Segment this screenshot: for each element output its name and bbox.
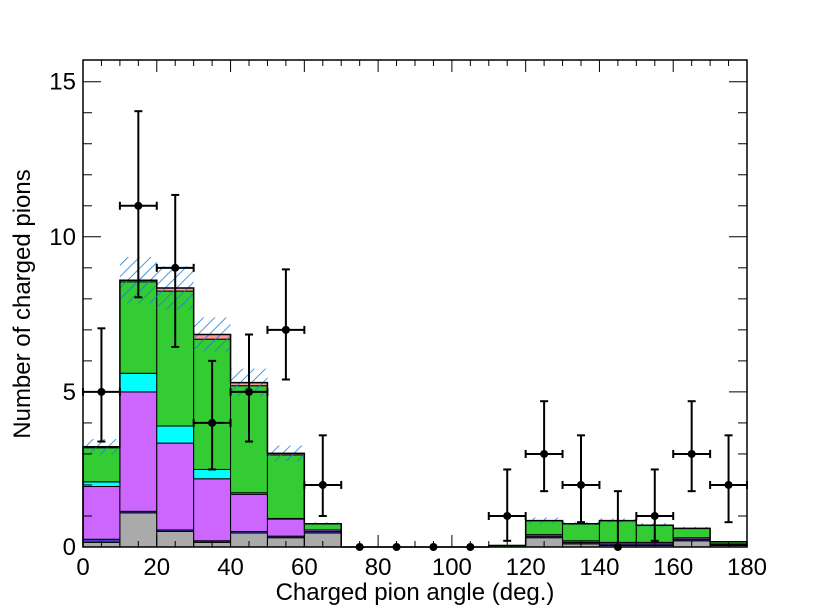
data-point-marker <box>650 511 659 520</box>
bar-s3-bin1 <box>119 372 158 393</box>
data-point <box>635 468 675 542</box>
bar-s3-bin2 <box>156 425 195 444</box>
data-point-marker <box>540 449 549 458</box>
bar-s4-bin13 <box>562 523 600 542</box>
y-axis-title: Number of charged pions <box>9 169 36 438</box>
x-tick-label: 120 <box>506 554 546 581</box>
data-point-marker <box>577 480 585 489</box>
y-tick-label: 0 <box>63 534 76 561</box>
data-point <box>118 110 158 299</box>
data-point-marker <box>134 201 143 210</box>
y-tick-label: 5 <box>63 379 76 406</box>
x-tick-label: 40 <box>217 554 244 581</box>
x-tick-label: 0 <box>76 554 89 581</box>
y-tick-label: 15 <box>49 69 76 96</box>
bar-s2-bin1 <box>119 391 158 512</box>
x-tick-label: 160 <box>653 554 693 581</box>
bar-s2-bin5 <box>266 518 305 537</box>
data-point-marker <box>318 480 327 489</box>
x-tick-label: 100 <box>432 554 472 581</box>
data-point <box>487 468 527 542</box>
bar-s3-bin0 <box>82 481 121 488</box>
bar-s3-bin3 <box>193 468 232 480</box>
data-point-marker <box>503 511 512 520</box>
data-point-marker <box>687 449 696 458</box>
y-tick-labels: 0 5 10 15 <box>49 69 76 561</box>
data-point <box>266 268 306 381</box>
bar-s2-bin2 <box>156 442 195 531</box>
x-tick-label: 60 <box>291 554 318 581</box>
x-axis-title: Charged pion angle (deg.) <box>276 579 555 606</box>
data-point <box>672 400 712 493</box>
data-point <box>229 333 269 443</box>
x-tick-label: 180 <box>727 554 767 581</box>
data-point-marker <box>171 263 180 272</box>
bar-s2-bin3 <box>193 478 232 542</box>
y-tick-label: 10 <box>49 224 76 251</box>
bar-s2-bin4 <box>230 493 268 532</box>
bar-s4-bin5 <box>266 454 305 519</box>
data-point <box>192 359 232 471</box>
x-tick-labels: 0 20 40 60 80 100 120 140 160 180 <box>76 554 767 581</box>
data-point-marker <box>245 387 253 396</box>
bar-s2-bin0 <box>82 486 121 540</box>
data-point <box>155 193 195 348</box>
data-point <box>561 434 601 524</box>
data-point-marker <box>208 418 217 427</box>
x-tick-label: 80 <box>365 554 392 581</box>
data-point-marker <box>281 325 290 334</box>
data-point-marker <box>724 480 733 489</box>
axis-ticks <box>82 60 748 548</box>
x-tick-label: 20 <box>143 554 170 581</box>
data-point <box>303 434 343 517</box>
data-point <box>524 400 564 493</box>
data-point-marker <box>97 387 106 396</box>
x-tick-label: 140 <box>579 554 619 581</box>
